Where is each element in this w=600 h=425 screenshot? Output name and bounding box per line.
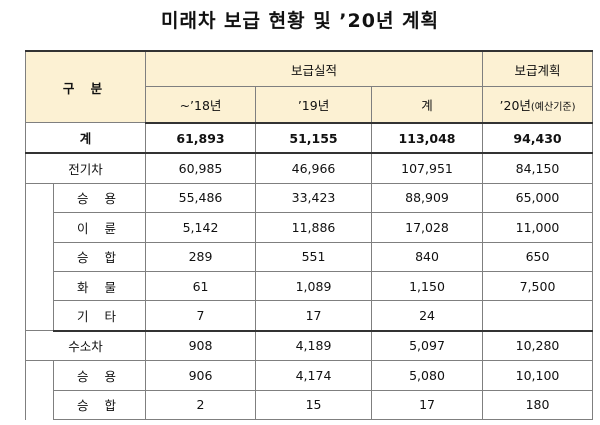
row-label: 승 합: [52, 389, 147, 420]
header-20: ’20년(예산기준): [482, 86, 594, 124]
data-table: 구 분 보급실적 보급계획 ~’18년 ’19년 계 ’20년(예산기준) 계 …: [24, 50, 594, 420]
cell-20: 11,000: [482, 212, 594, 243]
cell-19: 551: [255, 241, 373, 272]
row-label: 화 물: [52, 270, 147, 302]
cell-19: 1,089: [255, 270, 373, 302]
header-plan: 보급계획: [482, 50, 594, 88]
row-label: 승 합: [52, 241, 147, 272]
header-20-note: (예산기준): [530, 102, 576, 114]
table-row-ev-van: 승 합 289 551 840 650: [26, 241, 594, 272]
header-to18: ~’18년: [145, 86, 257, 124]
table-row-ev-truck: 화 물 61 1,089 1,150 7,500: [26, 270, 594, 302]
indent-cell: [25, 183, 54, 331]
cell-total: 17: [371, 389, 484, 420]
cell-total: 1,150: [371, 270, 484, 302]
table-row-ev: 전기차 60,985 46,966 107,951 84,150: [24, 152, 594, 184]
cell-20: 94,430: [482, 122, 594, 155]
table-row-h2-van: 승 합 2 15 17 180: [26, 389, 594, 420]
cell-19: 33,423: [255, 182, 373, 214]
table-row-total: 계 61,893 51,155 113,048 94,430: [24, 122, 594, 155]
cell-total: 840: [371, 241, 484, 272]
header-19: ’19년: [255, 86, 373, 124]
cell-20: 650: [482, 241, 594, 272]
cell-20: 180: [482, 389, 594, 420]
table-row-ev-two: 이 륜 5,142 11,886 17,028 11,000: [26, 212, 594, 243]
cell-19: 15: [255, 389, 373, 420]
cell-19: 51,155: [255, 122, 373, 155]
table-row-ev-car: 승 용 55,486 33,423 88,909 65,000: [25, 182, 594, 331]
cell-to18: 5,142: [145, 212, 257, 243]
cell-to18: 908: [145, 330, 257, 362]
header-category: 구 분: [24, 50, 147, 124]
cell-to18: 289: [145, 241, 257, 272]
cell-to18: 2: [145, 389, 257, 420]
row-label: 기 타: [52, 300, 147, 332]
cell-to18: 61: [145, 270, 257, 302]
cell-total: 113,048: [371, 122, 484, 155]
cell-total: 107,951: [371, 152, 484, 184]
indent-cell: [25, 360, 54, 420]
header-total: 계: [371, 86, 484, 124]
cell-to18: 7: [145, 300, 257, 332]
cell-total: 24: [371, 300, 484, 332]
header-20-main: ’20년: [499, 98, 531, 114]
cell-to18: 55,486: [145, 182, 257, 214]
cell-total: 5,097: [371, 330, 484, 362]
table-row-h2: 수소차 908 4,189 5,097 10,280: [24, 330, 594, 362]
cell-20: [482, 300, 594, 332]
cell-total: 5,080: [371, 360, 484, 391]
cell-20: 10,100: [482, 360, 594, 391]
row-label: 승 용: [52, 182, 147, 214]
table-row-h2-car: 승 용 906 4,174 5,080 10,100: [25, 360, 594, 420]
cell-to18: 61,893: [145, 122, 257, 155]
cell-20: 10,280: [482, 330, 594, 362]
row-label: 이 륜: [52, 212, 147, 243]
row-label: 수소차: [24, 330, 147, 362]
cell-20: 65,000: [482, 182, 594, 214]
row-label: 승 용: [52, 360, 147, 391]
cell-20: 84,150: [482, 152, 594, 184]
page-title: 미래차 보급 현황 및 ’20년 계획: [160, 10, 439, 32]
table-row-ev-etc: 기 타 7 17 24: [26, 300, 594, 332]
cell-19: 46,966: [255, 152, 373, 184]
cell-total: 88,909: [371, 182, 484, 214]
header-actual: 보급실적: [145, 50, 484, 88]
cell-to18: 906: [145, 360, 257, 391]
cell-to18: 60,985: [145, 152, 257, 184]
header-row-1: 구 분 보급실적 보급계획: [24, 50, 594, 124]
cell-19: 17: [255, 300, 373, 332]
cell-19: 11,886: [255, 212, 373, 243]
row-label: 계: [24, 122, 147, 155]
cell-19: 4,189: [255, 330, 373, 362]
header-row-2: ~’18년 ’19년 계 ’20년(예산기준): [26, 86, 594, 124]
cell-19: 4,174: [255, 360, 373, 391]
cell-total: 17,028: [371, 212, 484, 243]
cell-20: 7,500: [482, 270, 594, 302]
row-label: 전기차: [24, 152, 147, 184]
